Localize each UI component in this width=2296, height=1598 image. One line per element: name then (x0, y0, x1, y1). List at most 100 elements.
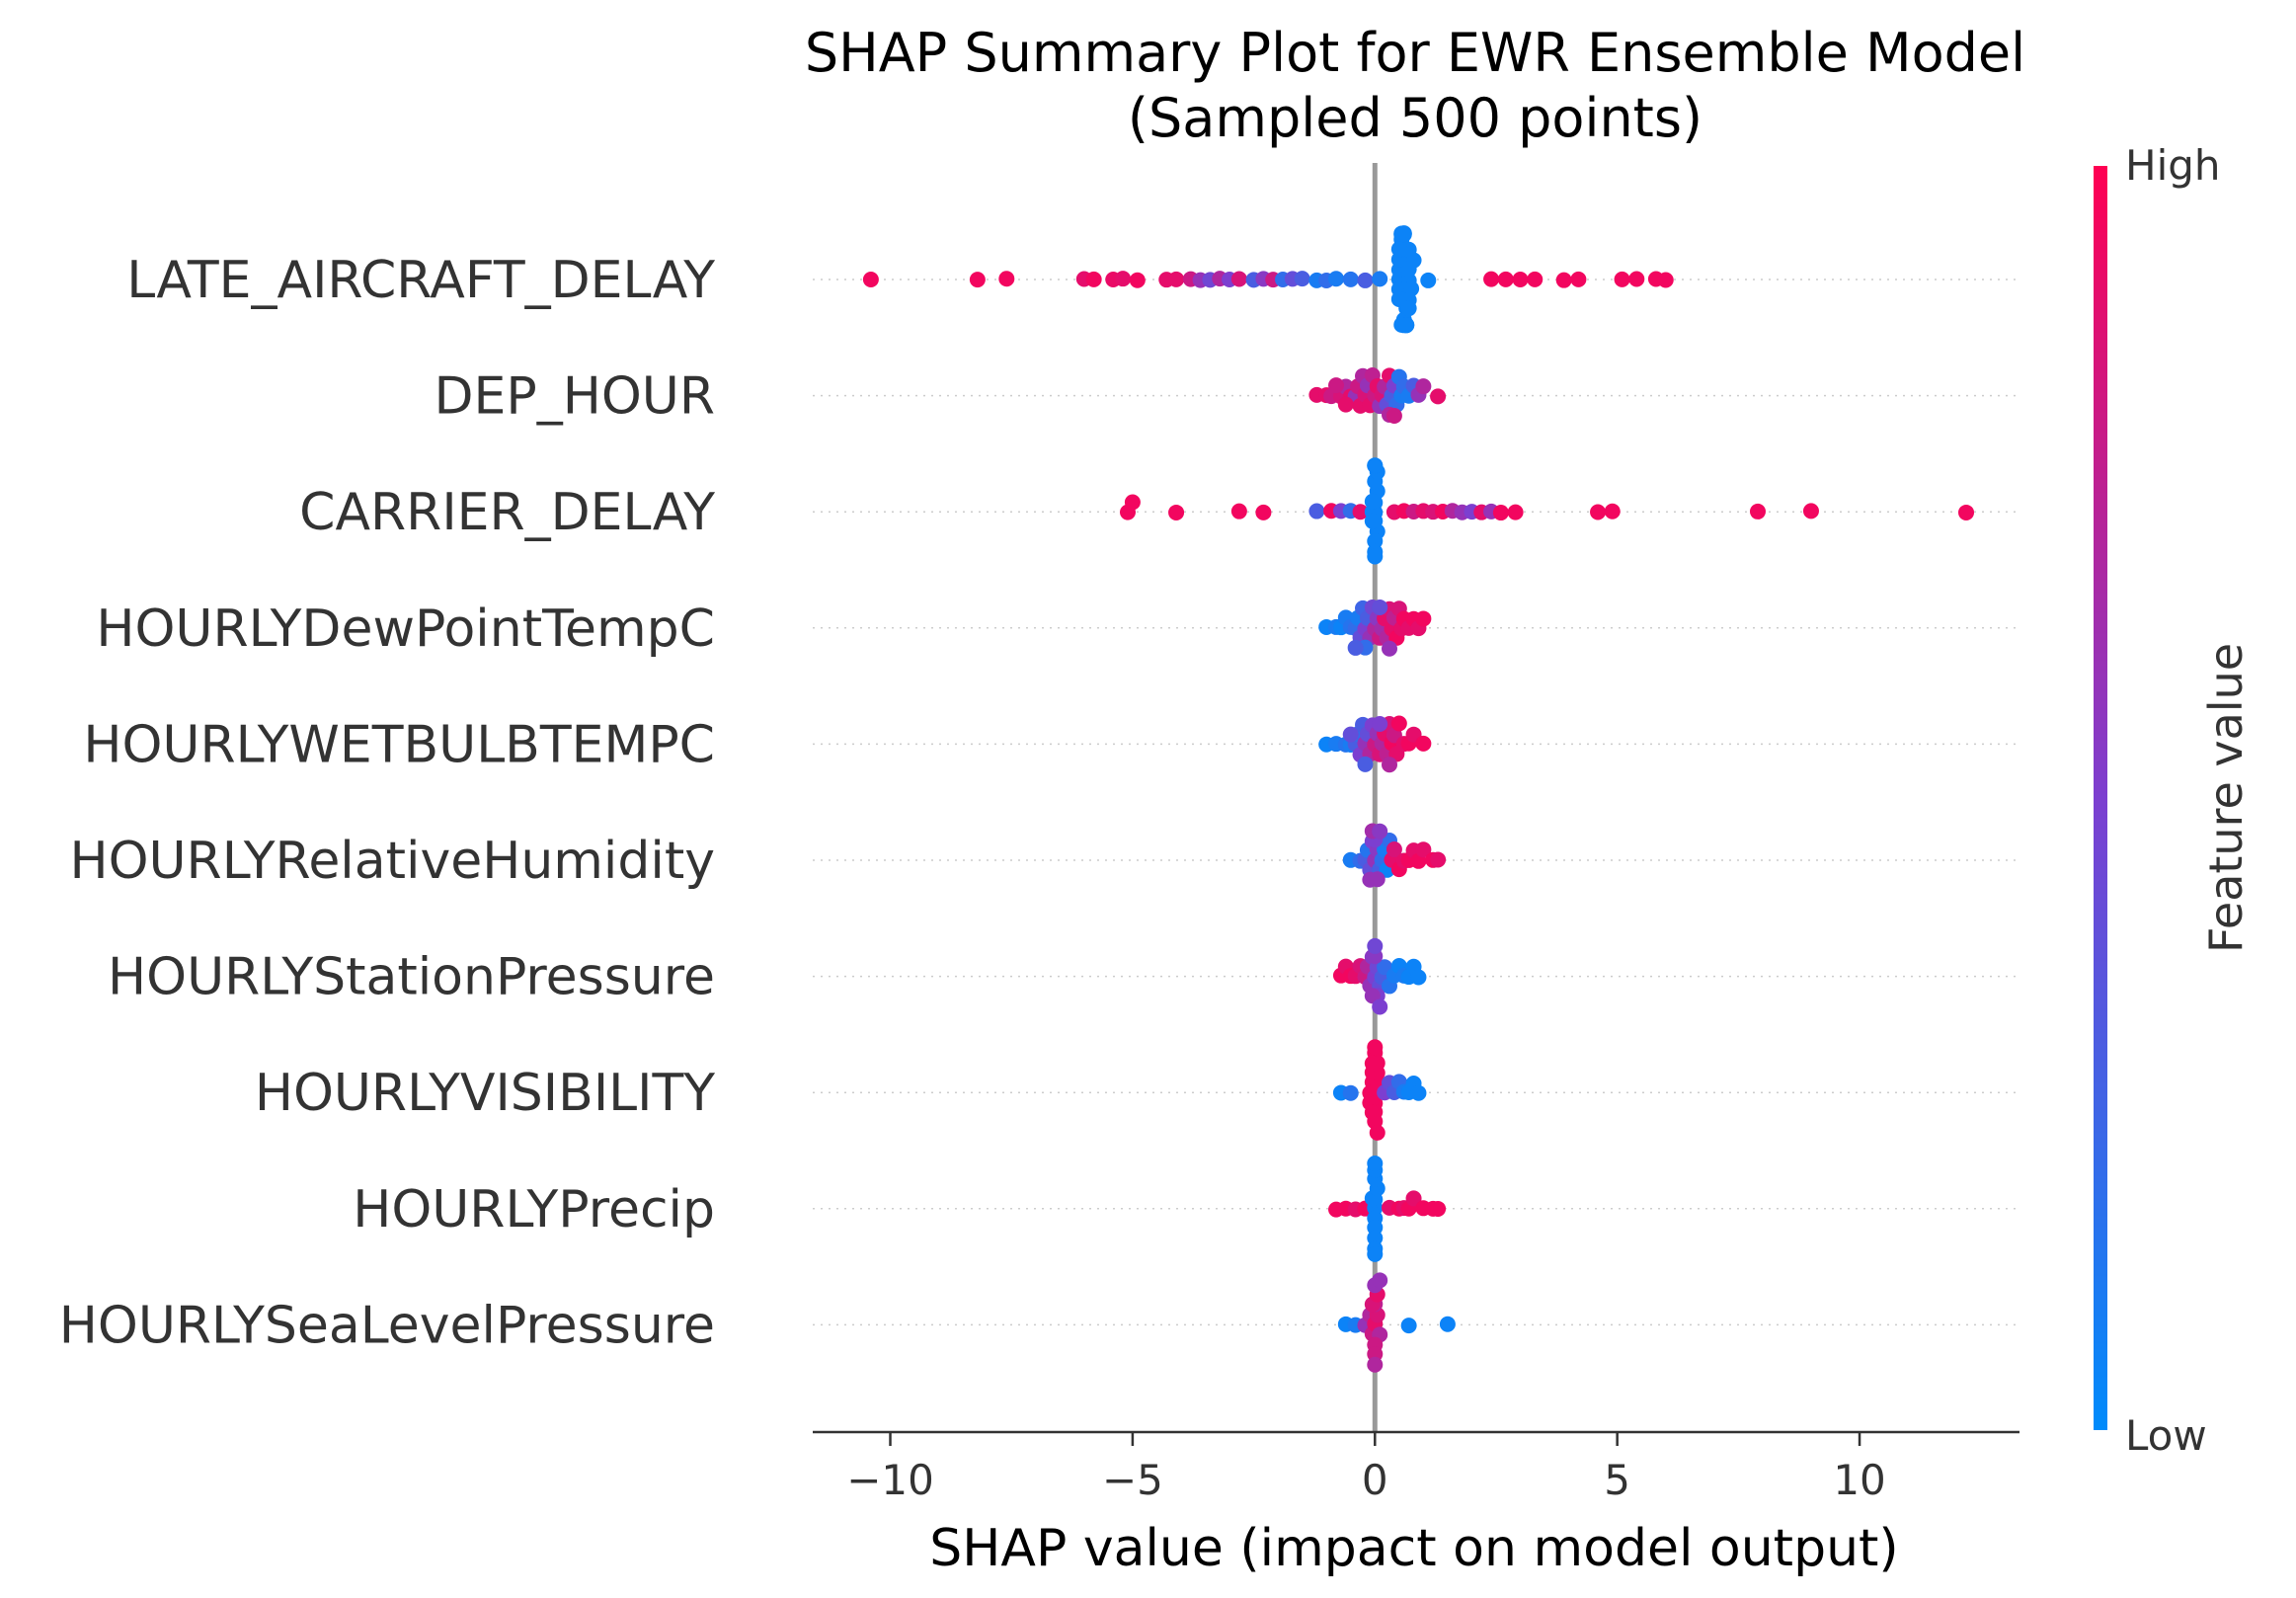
shap-point (1347, 639, 1364, 656)
shap-point (1337, 396, 1354, 413)
feature-label: HOURLYPrecip (353, 1180, 715, 1239)
x-tick-label: 0 (1362, 1456, 1388, 1504)
shap-point (1527, 271, 1544, 287)
shap-point (1129, 272, 1146, 288)
feature-label: HOURLYWETBULBTEMPC (83, 715, 715, 774)
shap-point (862, 271, 879, 287)
shap-point (1398, 317, 1415, 334)
colorbar-title: Feature value (2199, 643, 2253, 953)
shap-point (1386, 841, 1402, 858)
shap-point (1410, 969, 1427, 986)
shap-point (1357, 272, 1374, 288)
shap-point (1369, 1124, 1386, 1141)
feature-label: LATE_AIRCRAFT_DELAY (126, 251, 715, 310)
shap-point (1390, 715, 1407, 732)
shap-point (1590, 504, 1607, 520)
shap-point (1512, 271, 1529, 287)
shap-point (1430, 388, 1447, 405)
shap-point (1342, 271, 1359, 287)
shap-point (1367, 1230, 1384, 1246)
shap-point (1415, 841, 1432, 858)
shap-point (1372, 716, 1388, 733)
shap-point (1352, 504, 1369, 520)
shap-point (1802, 503, 1819, 519)
x-ticks: −10 −5 0 5 10 (846, 1432, 1886, 1504)
shap-point (1570, 271, 1587, 287)
shap-point (1415, 378, 1432, 395)
shap-point (1367, 1356, 1384, 1373)
shap-point (1749, 503, 1766, 519)
shap-point (1230, 271, 1247, 287)
shap-point (1367, 1245, 1384, 1262)
x-tick-label: 5 (1604, 1456, 1630, 1504)
shap-point (1415, 735, 1432, 752)
feature-label: HOURLYSeaLevelPressure (59, 1296, 715, 1355)
feature-label: HOURLYStationPressure (108, 948, 715, 1007)
shap-point (1415, 610, 1432, 627)
shap-point (1497, 271, 1514, 287)
points-layer (862, 225, 1975, 1373)
x-tick-label: −10 (846, 1456, 934, 1504)
shap-point (1085, 271, 1102, 287)
shap-point (1400, 300, 1417, 317)
shap-point (1367, 457, 1384, 474)
shap-point (1372, 1272, 1388, 1289)
shap-point (1492, 505, 1509, 521)
shap-point (1367, 937, 1384, 954)
shap-point (1372, 599, 1388, 615)
shap-point (1364, 513, 1381, 529)
shap-point (1364, 1055, 1381, 1072)
x-tick-label: 10 (1833, 1456, 1885, 1504)
shap-point (1604, 503, 1621, 519)
row-gridlines (813, 279, 2019, 1326)
shap-point (1342, 1084, 1359, 1101)
shap-point (1364, 493, 1381, 510)
shap-point (1382, 757, 1398, 773)
shap-point (1507, 504, 1524, 520)
x-tick-label: −5 (1102, 1456, 1163, 1504)
shap-point (1168, 271, 1185, 287)
shap-point (1420, 272, 1437, 288)
shap-point (1367, 1039, 1384, 1056)
chart-title: SHAP Summary Plot for EWR Ensemble Model (805, 22, 2025, 84)
feature-label: HOURLYRelativeHumidity (69, 832, 715, 891)
shap-point (1328, 271, 1345, 287)
x-axis-label: SHAP value (impact on model output) (929, 1519, 1898, 1578)
shap-point (1328, 377, 1345, 394)
shap-point (1657, 272, 1674, 288)
shap-point (998, 271, 1015, 287)
shap-point (1958, 504, 1975, 520)
shap-point (1628, 271, 1645, 287)
shap-point (1168, 504, 1185, 520)
shap-point (1390, 241, 1407, 258)
shap-point (1255, 504, 1272, 520)
shap-point (969, 272, 986, 288)
shap-point (1395, 226, 1412, 243)
shap-point (1367, 548, 1384, 565)
feature-label: HOURLYDewPointTempC (96, 599, 715, 659)
shap-point (1372, 823, 1388, 839)
shap-point (1614, 271, 1630, 287)
feature-label: HOURLYVISIBILITY (255, 1064, 715, 1123)
shap-point (1430, 1200, 1447, 1217)
shap-point (1369, 871, 1386, 888)
shap-point (1439, 1316, 1456, 1332)
colorbar-low-label: Low (2125, 1411, 2207, 1460)
chart-subtitle: (Sampled 500 points) (1128, 87, 1702, 149)
feature-label: DEP_HOUR (435, 367, 715, 427)
feature-label: CARRIER_DELAY (299, 483, 715, 542)
colorbar-high-label: High (2125, 141, 2221, 190)
shap-point (1555, 272, 1572, 288)
shap-point (1115, 271, 1132, 287)
shap-point (1342, 726, 1359, 743)
shap-point (1367, 1156, 1384, 1172)
shap-point (1230, 503, 1247, 519)
shap-point (1372, 999, 1388, 1015)
shap-point (1124, 494, 1141, 511)
shap-point (1372, 271, 1388, 287)
shap-point (1386, 408, 1402, 425)
shap-point (1308, 503, 1325, 519)
shap-point (1294, 271, 1310, 287)
shap-point (1405, 1190, 1422, 1207)
